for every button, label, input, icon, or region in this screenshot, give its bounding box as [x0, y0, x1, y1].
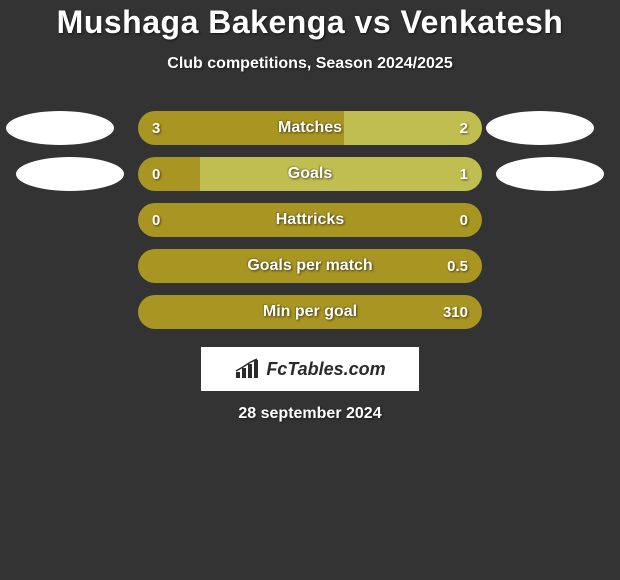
player-left-avatar — [16, 157, 124, 191]
player-left-avatar — [6, 111, 114, 145]
bar-area: 32Matches 01Goals 00Hattricks 0.5Goals per … — [0, 111, 620, 329]
stat-bar-right — [200, 157, 482, 191]
stat-bar: 310Min per goal — [138, 295, 482, 329]
stat-bar: 32Matches — [138, 111, 482, 145]
stat-bar-left — [138, 249, 482, 283]
subtitle: Club competitions, Season 2024/2025 — [0, 55, 620, 73]
stat-row: 00Hattricks — [0, 203, 620, 237]
stat-bar-left — [138, 157, 200, 191]
stat-bar-right — [344, 111, 482, 145]
stat-bar-left — [138, 295, 482, 329]
stat-row: 0.5Goals per match — [0, 249, 620, 283]
stat-bar: 00Hattricks — [138, 203, 482, 237]
stat-bar: 01Goals — [138, 157, 482, 191]
stat-row: 310Min per goal — [0, 295, 620, 329]
fctables-logo[interactable]: FcTables.com — [201, 347, 419, 391]
page-title: Mushaga Bakenga vs Venkatesh — [0, 4, 620, 41]
player-right-avatar — [486, 111, 594, 145]
stat-bar-left — [138, 203, 482, 237]
stat-bar-left — [138, 111, 344, 145]
stat-bar: 0.5Goals per match — [138, 249, 482, 283]
logo-text: FcTables.com — [266, 359, 385, 380]
chart-icon — [234, 358, 262, 380]
player-right-avatar — [496, 157, 604, 191]
date-line: 28 september 2024 — [0, 405, 620, 423]
